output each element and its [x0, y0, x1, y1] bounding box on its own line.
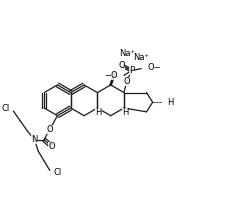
Text: N: N: [31, 135, 37, 144]
Text: Na⁺: Na⁺: [118, 49, 134, 58]
Text: H: H: [166, 98, 173, 107]
Text: O: O: [118, 61, 125, 70]
Text: O: O: [48, 142, 55, 151]
Text: O−: O−: [146, 63, 160, 72]
Text: Na⁺: Na⁺: [133, 52, 149, 62]
Text: H: H: [95, 108, 101, 117]
Text: P: P: [128, 66, 134, 75]
Text: Cl: Cl: [1, 105, 9, 113]
Text: −O: −O: [104, 71, 118, 80]
Text: Cl: Cl: [53, 168, 62, 177]
Text: H: H: [121, 108, 128, 117]
Text: O: O: [46, 125, 53, 134]
Text: O: O: [123, 77, 130, 86]
